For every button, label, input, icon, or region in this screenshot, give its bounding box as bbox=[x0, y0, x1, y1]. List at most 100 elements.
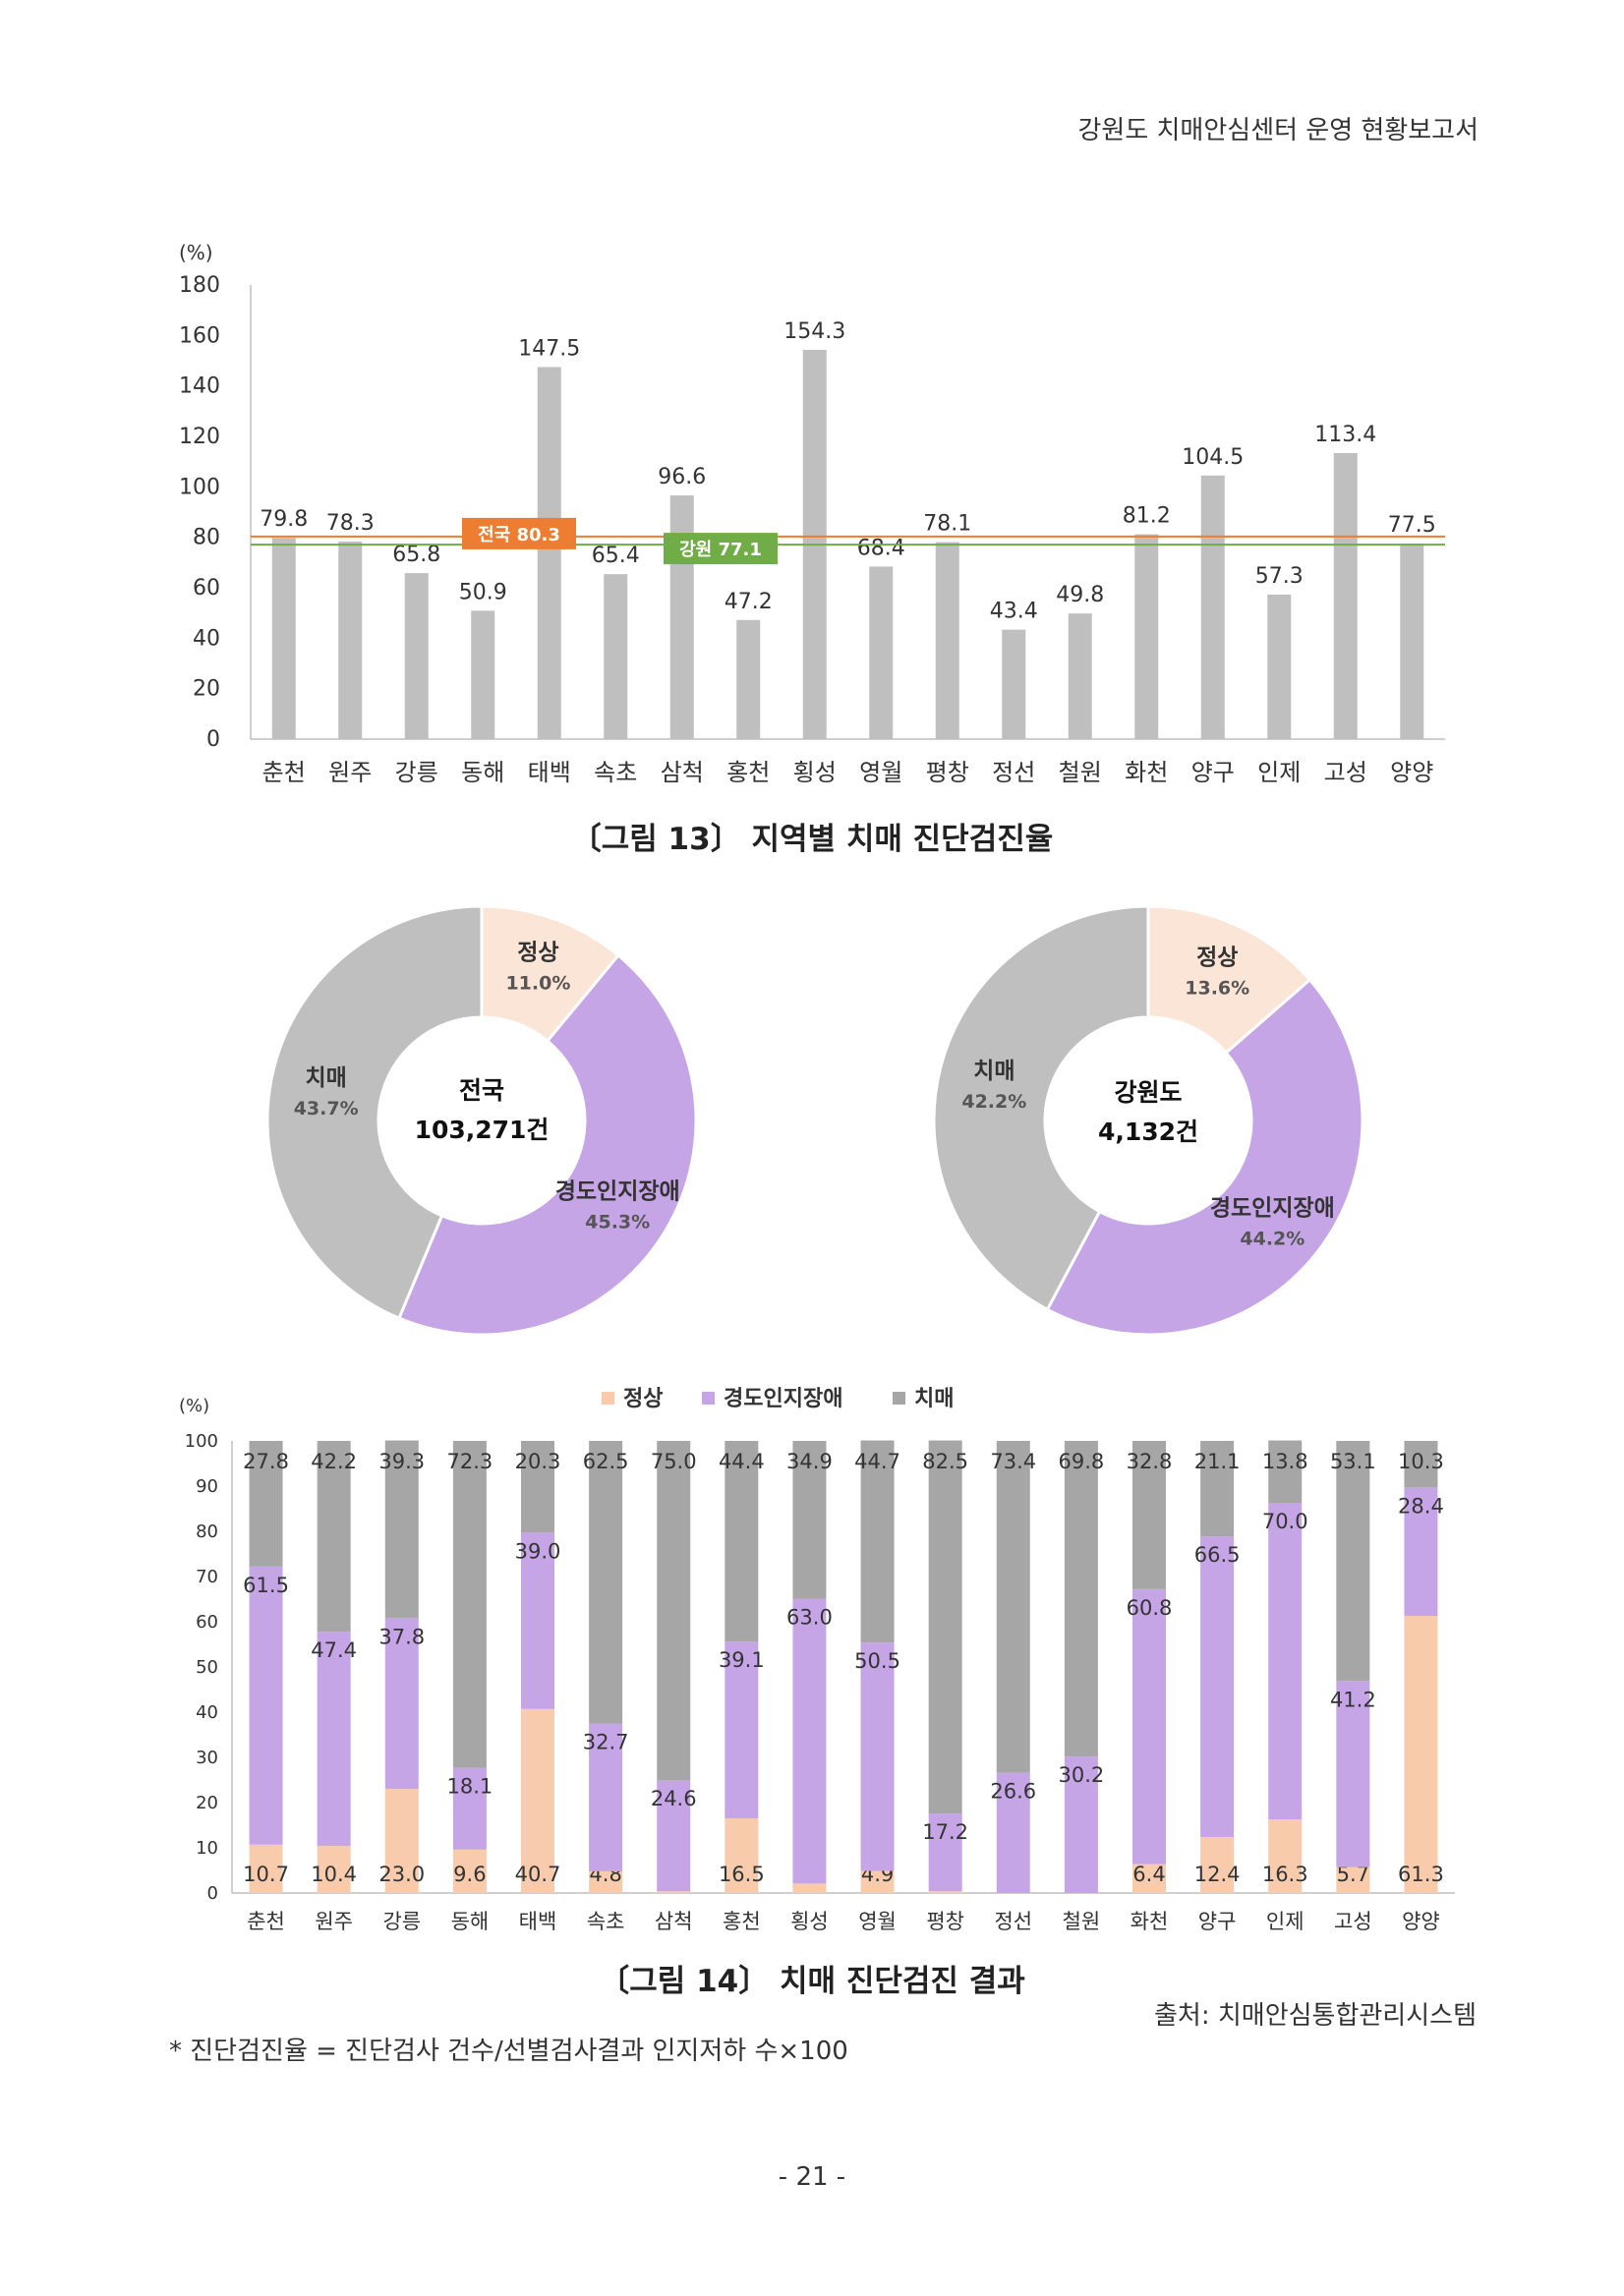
legend-swatch bbox=[893, 1392, 905, 1405]
stacked-bar-segment bbox=[1268, 1819, 1303, 1893]
y-axis-unit: (%) bbox=[179, 1396, 209, 1416]
segment-value-label: 23.0 bbox=[378, 1863, 425, 1886]
x-tick-label: 화천 bbox=[1131, 1910, 1169, 1933]
x-tick-label: 인제 bbox=[1257, 759, 1301, 786]
stacked-bar-segment bbox=[1064, 1441, 1098, 1757]
y-tick-label: 40 bbox=[196, 1702, 218, 1723]
stacked-bar-segment bbox=[1268, 1503, 1303, 1820]
x-tick-label: 정선 bbox=[992, 759, 1035, 786]
stacked-bar-segment bbox=[1336, 1866, 1370, 1893]
stacked-bar-segment bbox=[792, 1441, 827, 1599]
gangwon-average-label: 강원 77.1 bbox=[679, 540, 762, 560]
bar-value-label: 68.4 bbox=[857, 536, 905, 560]
bar-value-label: 96.6 bbox=[658, 465, 706, 489]
national-average-badge bbox=[462, 517, 576, 549]
stacked-bar-segment bbox=[249, 1566, 283, 1845]
y-tick-label: 20 bbox=[193, 677, 220, 702]
x-tick-label: 강릉 bbox=[382, 1910, 421, 1933]
segment-value-label: 60.8 bbox=[1127, 1596, 1173, 1620]
bar bbox=[1134, 534, 1159, 739]
stacked-bar-segment bbox=[589, 1870, 623, 1893]
x-tick-label: 고성 bbox=[1324, 759, 1367, 786]
x-tick-label: 홍천 bbox=[723, 1910, 761, 1933]
stacked-bar-segment bbox=[1200, 1441, 1235, 1537]
stacked-bar-segment bbox=[317, 1441, 351, 1633]
segment-value-label: 69.8 bbox=[1059, 1450, 1105, 1473]
bar-value-label: 50.9 bbox=[459, 580, 507, 604]
segment-value-label: 16.3 bbox=[1262, 1863, 1308, 1886]
stacked-bar-segment bbox=[928, 1891, 962, 1893]
slice-name-label: 정상 bbox=[1196, 946, 1238, 971]
stacked-bar-segment bbox=[317, 1846, 351, 1893]
bar-value-label: 81.2 bbox=[1123, 504, 1171, 529]
slice-name-label: 정상 bbox=[517, 941, 558, 966]
legend-swatch bbox=[702, 1392, 715, 1405]
stacked-bar-segment bbox=[1132, 1441, 1166, 1589]
segment-value-label: 37.8 bbox=[378, 1625, 425, 1648]
x-tick-label: 평창 bbox=[926, 759, 969, 786]
donut-center-national: 전국 103,271건 bbox=[393, 1071, 570, 1150]
y-tick-label: 120 bbox=[179, 425, 220, 449]
segment-value-label: 18.1 bbox=[447, 1775, 493, 1799]
chart-diagnosis-result: (%) 정상 경도인지장애 치매 0 10 20 30 40 50 60 70 80 90 100 10.7 6… bbox=[179, 1387, 1455, 1933]
bar-value-label: 104.5 bbox=[1182, 445, 1244, 470]
y-tick-label: 10 bbox=[196, 1838, 218, 1859]
x-tick-label: 속초 bbox=[594, 759, 637, 786]
bar bbox=[869, 566, 894, 739]
bar bbox=[736, 619, 761, 739]
x-tick-label: 철원 bbox=[1063, 1910, 1101, 1933]
y-tick-label: 80 bbox=[193, 526, 220, 550]
donut-chart-gangwon: 정상 13.6% 경도인지장애 44.2% 치매 42.2% bbox=[932, 904, 1364, 1337]
bar bbox=[1068, 613, 1092, 739]
slice-percent-label: 13.6% bbox=[1185, 978, 1249, 1000]
bar-value-label: 65.4 bbox=[592, 544, 640, 568]
stacked-bar-segment bbox=[725, 1441, 759, 1642]
x-tick-label: 인제 bbox=[1266, 1910, 1305, 1933]
segment-value-label: 42.2 bbox=[311, 1450, 357, 1473]
slice-name-label: 치매 bbox=[305, 1065, 346, 1091]
segment-value-label: 73.4 bbox=[990, 1450, 1036, 1473]
stacked-bar-segment bbox=[452, 1767, 487, 1850]
segment-value-label: 61.3 bbox=[1398, 1863, 1444, 1886]
segment-value-label: 39.3 bbox=[378, 1450, 425, 1473]
y-tick-label: 50 bbox=[196, 1657, 218, 1678]
x-tick-label: 정선 bbox=[994, 1910, 1032, 1933]
segment-value-label: 47.4 bbox=[311, 1638, 357, 1662]
segment-value-label: 10.7 bbox=[243, 1863, 289, 1886]
segment-value-label: 17.2 bbox=[922, 1820, 968, 1844]
report-header-title: 강원도 치매안심센터 운영 현황보고서 bbox=[1077, 116, 1479, 145]
bar-value-label: 47.2 bbox=[725, 590, 773, 614]
segment-value-label: 62.5 bbox=[583, 1450, 629, 1473]
figure-14-caption: 〔그림 14〕 치매 진단검진 결과 bbox=[599, 1964, 1025, 1999]
page-number: - 21 - bbox=[778, 2162, 846, 2192]
segment-value-label: 34.9 bbox=[786, 1450, 833, 1473]
segment-value-label: 61.5 bbox=[243, 1574, 289, 1597]
bar-value-label: 78.3 bbox=[326, 511, 375, 536]
segment-value-label: 20.3 bbox=[515, 1450, 561, 1473]
segment-value-label: 44.7 bbox=[854, 1450, 900, 1473]
bar-value-label: 65.8 bbox=[392, 543, 440, 567]
x-tick-label: 철원 bbox=[1059, 759, 1102, 786]
bar-value-label: 43.4 bbox=[990, 600, 1038, 624]
bar-value-label: 78.1 bbox=[923, 512, 971, 537]
stacked-bar-segment bbox=[384, 1789, 419, 1893]
slice-percent-label: 11.0% bbox=[505, 973, 570, 995]
segment-value-label: 10.3 bbox=[1398, 1450, 1444, 1473]
y-tick-label: 30 bbox=[196, 1748, 218, 1768]
segment-value-label: 12.4 bbox=[1194, 1863, 1241, 1886]
segment-value-label: 39.0 bbox=[515, 1539, 561, 1563]
y-tick-label: 180 bbox=[179, 273, 220, 298]
stacked-bar-segment bbox=[996, 1441, 1030, 1773]
stacked-bar-segment bbox=[860, 1642, 895, 1871]
segment-value-label: 82.5 bbox=[922, 1450, 968, 1473]
y-tick-label: 0 bbox=[206, 727, 220, 752]
donut-center-title: 강원도 bbox=[1114, 1078, 1183, 1107]
legend-label: 치매 bbox=[914, 1387, 954, 1411]
stacked-bar-segment bbox=[657, 1780, 691, 1892]
stacked-bar-segment bbox=[1336, 1441, 1370, 1682]
bar-value-label: 77.5 bbox=[1388, 513, 1436, 538]
segment-value-label: 63.0 bbox=[786, 1606, 833, 1630]
gangwon-average-badge bbox=[664, 533, 778, 565]
slice-name-label: 경도인지장애 bbox=[555, 1179, 680, 1205]
bar bbox=[1400, 544, 1424, 739]
